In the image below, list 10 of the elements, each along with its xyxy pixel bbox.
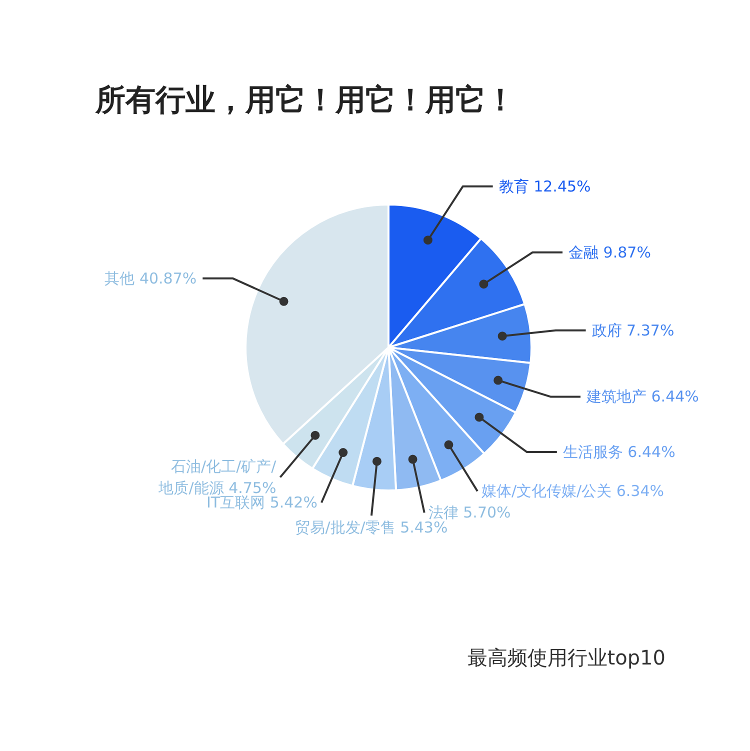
slice-label: 金融 9.87% <box>568 243 651 262</box>
slice-label: IT互联网 5.42% <box>206 494 318 512</box>
text: 最高频使用行业top10 <box>467 646 666 670</box>
slice-label: 建筑地产 6.44% <box>586 388 699 406</box>
slice-label: 教育 12.45% <box>498 177 591 196</box>
slice-label: 其他 40.87% <box>104 269 197 288</box>
slice-label: 生活服务 6.44% <box>562 443 676 462</box>
slice-label: 政府 7.37% <box>592 321 674 340</box>
chart-title: 所有行业，用它！用它！用它！ <box>94 83 516 118</box>
slice-label: 媒体/文化传媒/公关 6.34% <box>481 482 664 500</box>
